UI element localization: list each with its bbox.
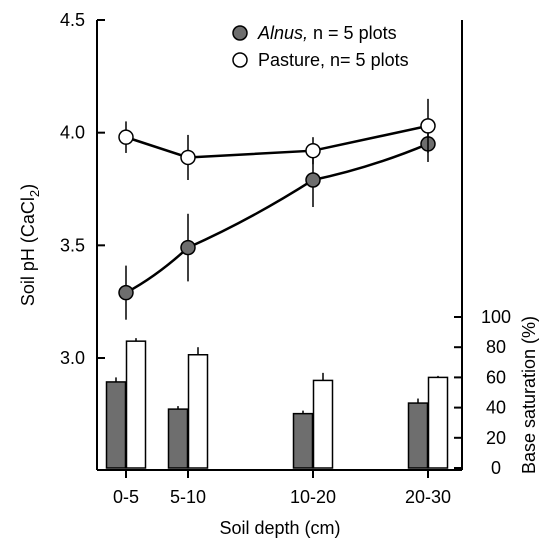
x-axis-tick-label: 20-30	[405, 487, 451, 507]
right-axis-tick-label: 40	[486, 398, 506, 418]
left-axis-tick-label: 4.5	[60, 10, 85, 30]
point-pasture	[118, 129, 134, 145]
point-pasture	[420, 118, 436, 134]
legend-label-name: Alnus,	[257, 23, 308, 43]
legend: Alnus, n = 5 plots Pasture, n= 5 plots	[232, 23, 409, 70]
bar-pasture	[125, 340, 147, 469]
axes: 3.0 3.5 4.0 4.5 0 20 40 60 80 100 0-5 5-10 10-20 20-3…	[18, 10, 539, 538]
bar-series	[105, 338, 449, 469]
right-axis-title: Base saturation (%)	[519, 316, 539, 474]
bar-alnus	[292, 412, 314, 469]
legend-marker	[232, 25, 248, 41]
x-axis-tick-label: 5-10	[170, 487, 206, 507]
point-pasture	[180, 149, 196, 166]
left-axis-title: Soil pH (CaCl2)	[18, 184, 42, 306]
bar-alnus	[407, 402, 429, 469]
right-axis-tick-label: 100	[481, 307, 511, 327]
x-axis-title: Soil depth (cm)	[219, 518, 340, 538]
bar-alnus	[105, 381, 127, 469]
left-axis-title-subscript: 2	[27, 190, 42, 197]
point-alnus	[305, 172, 321, 188]
right-axis-tick-label: 0	[491, 458, 501, 478]
left-axis-tick-label: 3.0	[60, 348, 85, 368]
legend-marker	[232, 52, 248, 68]
right-axis-tick-label: 20	[486, 428, 506, 448]
legend-label-name: Pasture, n= 5 plots	[258, 50, 409, 70]
point-pasture	[305, 142, 321, 159]
point-alnus	[180, 239, 196, 256]
bar-pasture	[312, 379, 334, 469]
bar-pasture	[187, 354, 209, 469]
bar-pasture	[427, 376, 449, 469]
legend-label: Pasture, n= 5 plots	[258, 50, 409, 70]
left-axis-title-main: Soil pH (CaCl	[18, 197, 38, 306]
point-alnus	[118, 284, 134, 301]
right-axis-tick-label: 80	[486, 337, 506, 357]
line-series	[118, 98, 436, 320]
bar-alnus	[167, 408, 189, 469]
x-axis-tick-label: 10-20	[290, 487, 336, 507]
left-axis-title-suffix: )	[18, 184, 38, 190]
x-axis-tick-label: 0-5	[113, 487, 139, 507]
left-axis-tick-label: 3.5	[60, 235, 85, 255]
line-pasture	[125, 124, 429, 159]
legend-label-suffix: n = 5 plots	[308, 23, 397, 43]
legend-label: Alnus, n = 5 plots	[257, 23, 397, 43]
right-axis-tick-label: 60	[486, 367, 506, 387]
left-axis-tick-label: 4.0	[60, 123, 85, 143]
line-alnus	[125, 142, 429, 294]
